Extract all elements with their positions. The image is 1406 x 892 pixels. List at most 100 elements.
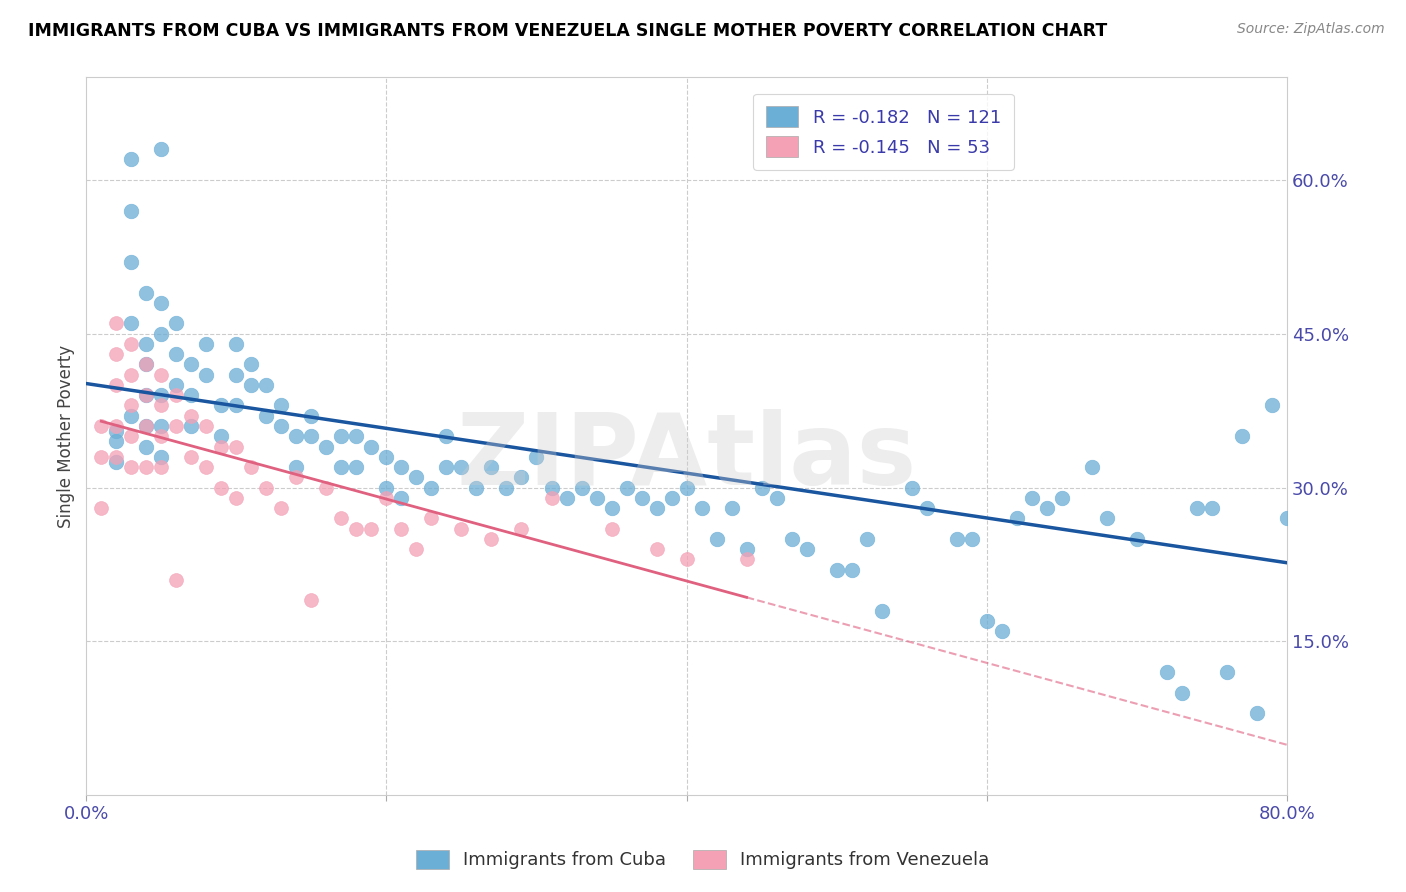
Point	[1246, 706, 1268, 720]
Point	[360, 522, 382, 536]
Point	[436, 429, 458, 443]
Point	[1005, 511, 1028, 525]
Point	[1336, 552, 1358, 566]
Point	[225, 368, 247, 382]
Point	[240, 358, 263, 372]
Point	[254, 378, 277, 392]
Point	[450, 460, 472, 475]
Point	[450, 522, 472, 536]
Point	[344, 429, 367, 443]
Point	[481, 460, 503, 475]
Point	[105, 455, 128, 469]
Point	[165, 347, 187, 361]
Point	[270, 399, 292, 413]
Point	[180, 450, 202, 464]
Point	[120, 429, 142, 443]
Point	[765, 491, 787, 505]
Point	[225, 491, 247, 505]
Point	[510, 522, 533, 536]
Point	[135, 388, 157, 402]
Point	[391, 460, 413, 475]
Point	[796, 541, 818, 556]
Point	[690, 501, 713, 516]
Point	[841, 562, 863, 576]
Point	[344, 522, 367, 536]
Point	[405, 541, 427, 556]
Legend: Immigrants from Cuba, Immigrants from Venezuela: Immigrants from Cuba, Immigrants from Ve…	[408, 841, 998, 879]
Point	[1171, 685, 1194, 699]
Point	[391, 522, 413, 536]
Point	[135, 358, 157, 372]
Point	[870, 603, 893, 617]
Point	[1230, 429, 1253, 443]
Point	[240, 460, 263, 475]
Point	[780, 532, 803, 546]
Point	[105, 424, 128, 438]
Point	[1156, 665, 1178, 679]
Point	[135, 337, 157, 351]
Point	[751, 481, 773, 495]
Point	[375, 481, 398, 495]
Point	[405, 470, 427, 484]
Point	[285, 429, 308, 443]
Point	[90, 419, 112, 434]
Point	[1351, 511, 1374, 525]
Point	[150, 399, 173, 413]
Point	[90, 450, 112, 464]
Point	[135, 440, 157, 454]
Point	[150, 368, 173, 382]
Point	[420, 481, 443, 495]
Point	[645, 501, 668, 516]
Point	[540, 491, 562, 505]
Point	[915, 501, 938, 516]
Point	[150, 460, 173, 475]
Point	[1320, 460, 1343, 475]
Point	[254, 409, 277, 423]
Point	[616, 481, 638, 495]
Point	[195, 460, 218, 475]
Point	[571, 481, 593, 495]
Point	[1095, 511, 1118, 525]
Point	[555, 491, 578, 505]
Point	[1126, 532, 1149, 546]
Point	[285, 470, 308, 484]
Point	[209, 440, 232, 454]
Point	[120, 337, 142, 351]
Point	[120, 255, 142, 269]
Point	[825, 562, 848, 576]
Point	[180, 419, 202, 434]
Point	[600, 501, 623, 516]
Text: ZIPAtlas: ZIPAtlas	[457, 409, 917, 507]
Point	[120, 409, 142, 423]
Point	[420, 511, 443, 525]
Point	[225, 337, 247, 351]
Point	[1261, 399, 1284, 413]
Point	[990, 624, 1012, 638]
Point	[436, 460, 458, 475]
Point	[1396, 522, 1406, 536]
Point	[1275, 511, 1298, 525]
Text: IMMIGRANTS FROM CUBA VS IMMIGRANTS FROM VENEZUELA SINGLE MOTHER POVERTY CORRELAT: IMMIGRANTS FROM CUBA VS IMMIGRANTS FROM …	[28, 22, 1108, 40]
Point	[735, 552, 758, 566]
Text: Source: ZipAtlas.com: Source: ZipAtlas.com	[1237, 22, 1385, 37]
Point	[375, 491, 398, 505]
Point	[510, 470, 533, 484]
Point	[720, 501, 742, 516]
Point	[1381, 532, 1403, 546]
Point	[180, 388, 202, 402]
Point	[120, 153, 142, 167]
Point	[135, 460, 157, 475]
Point	[375, 450, 398, 464]
Point	[270, 501, 292, 516]
Point	[630, 491, 652, 505]
Point	[540, 481, 562, 495]
Point	[465, 481, 488, 495]
Point	[960, 532, 983, 546]
Point	[90, 501, 112, 516]
Point	[209, 399, 232, 413]
Point	[135, 285, 157, 300]
Point	[285, 460, 308, 475]
Point	[360, 440, 382, 454]
Point	[299, 409, 322, 423]
Point	[105, 317, 128, 331]
